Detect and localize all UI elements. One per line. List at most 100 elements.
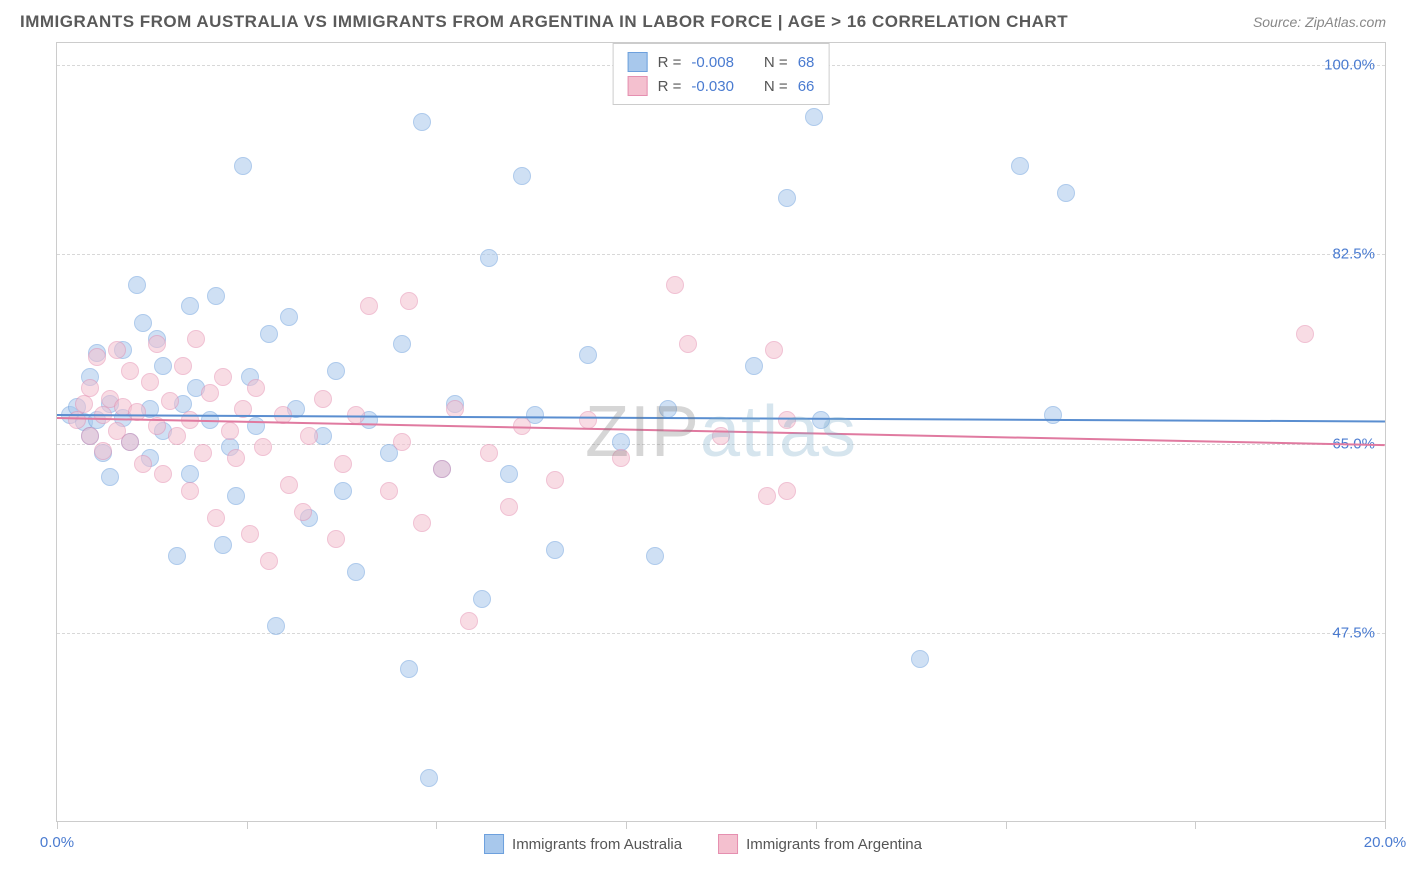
scatter-point bbox=[201, 384, 219, 402]
scatter-point bbox=[778, 482, 796, 500]
scatter-point bbox=[393, 335, 411, 353]
scatter-point bbox=[314, 390, 332, 408]
scatter-point bbox=[1057, 184, 1075, 202]
scatter-point bbox=[778, 189, 796, 207]
chart-title: IMMIGRANTS FROM AUSTRALIA VS IMMIGRANTS … bbox=[20, 12, 1068, 32]
scatter-point bbox=[260, 325, 278, 343]
scatter-point bbox=[327, 530, 345, 548]
scatter-plot-area: ZIPatlas R = -0.008N = 68R = -0.030N = 6… bbox=[56, 42, 1386, 822]
scatter-point bbox=[267, 617, 285, 635]
y-tick-label: 100.0% bbox=[1324, 56, 1375, 73]
scatter-point bbox=[500, 465, 518, 483]
stat-r-label: R = bbox=[658, 78, 682, 95]
scatter-point bbox=[778, 411, 796, 429]
legend-swatch bbox=[718, 834, 738, 854]
legend-label: Immigrants from Argentina bbox=[746, 836, 922, 853]
scatter-point bbox=[108, 341, 126, 359]
scatter-point bbox=[214, 536, 232, 554]
stat-n-value: 68 bbox=[798, 54, 815, 71]
stat-r-value: -0.008 bbox=[691, 54, 734, 71]
scatter-point bbox=[805, 108, 823, 126]
scatter-point bbox=[659, 400, 677, 418]
stat-r-label: R = bbox=[658, 54, 682, 71]
scatter-point bbox=[745, 357, 763, 375]
scatter-point bbox=[360, 297, 378, 315]
stat-r-value: -0.030 bbox=[691, 78, 734, 95]
scatter-point bbox=[101, 468, 119, 486]
watermark-main: ZIP bbox=[585, 392, 700, 472]
scatter-point bbox=[227, 449, 245, 467]
scatter-point bbox=[194, 444, 212, 462]
scatter-point bbox=[380, 482, 398, 500]
scatter-point bbox=[241, 525, 259, 543]
scatter-point bbox=[413, 514, 431, 532]
chart-container: In Labor Force | Age > 16 ZIPatlas R = -… bbox=[20, 42, 1386, 822]
x-tick bbox=[436, 821, 437, 829]
scatter-point bbox=[207, 509, 225, 527]
scatter-point bbox=[812, 411, 830, 429]
scatter-point bbox=[94, 442, 112, 460]
scatter-point bbox=[334, 455, 352, 473]
scatter-point bbox=[294, 503, 312, 521]
scatter-point bbox=[207, 287, 225, 305]
scatter-point bbox=[81, 427, 99, 445]
scatter-point bbox=[221, 422, 239, 440]
scatter-point bbox=[400, 660, 418, 678]
legend-item: Immigrants from Argentina bbox=[718, 834, 922, 854]
x-tick bbox=[1195, 821, 1196, 829]
scatter-point bbox=[300, 427, 318, 445]
scatter-point bbox=[227, 487, 245, 505]
source-attribution: Source: ZipAtlas.com bbox=[1253, 14, 1386, 30]
scatter-point bbox=[260, 552, 278, 570]
legend-item: Immigrants from Australia bbox=[484, 834, 682, 854]
gridline bbox=[57, 633, 1385, 634]
scatter-point bbox=[334, 482, 352, 500]
scatter-point bbox=[579, 346, 597, 364]
legend-swatch bbox=[628, 76, 648, 96]
scatter-point bbox=[500, 498, 518, 516]
scatter-point bbox=[413, 113, 431, 131]
scatter-point bbox=[327, 362, 345, 380]
x-tick-label: 20.0% bbox=[1364, 834, 1406, 851]
x-tick bbox=[816, 821, 817, 829]
scatter-point bbox=[121, 433, 139, 451]
scatter-point bbox=[234, 157, 252, 175]
legend-label: Immigrants from Australia bbox=[512, 836, 682, 853]
chart-header: IMMIGRANTS FROM AUSTRALIA VS IMMIGRANTS … bbox=[0, 0, 1406, 38]
scatter-point bbox=[1296, 325, 1314, 343]
scatter-point bbox=[154, 357, 172, 375]
scatter-point bbox=[758, 487, 776, 505]
scatter-point bbox=[679, 335, 697, 353]
scatter-point bbox=[393, 433, 411, 451]
scatter-point bbox=[187, 330, 205, 348]
scatter-point bbox=[765, 341, 783, 359]
scatter-point bbox=[81, 379, 99, 397]
scatter-point bbox=[121, 362, 139, 380]
scatter-point bbox=[347, 563, 365, 581]
legend-swatch bbox=[628, 52, 648, 72]
scatter-point bbox=[546, 541, 564, 559]
scatter-point bbox=[420, 769, 438, 787]
scatter-point bbox=[480, 444, 498, 462]
stat-n-label: N = bbox=[764, 54, 788, 71]
scatter-point bbox=[247, 417, 265, 435]
scatter-point bbox=[247, 379, 265, 397]
scatter-point bbox=[473, 590, 491, 608]
x-tick bbox=[57, 821, 58, 829]
scatter-point bbox=[168, 547, 186, 565]
scatter-point bbox=[181, 482, 199, 500]
scatter-point bbox=[546, 471, 564, 489]
scatter-point bbox=[513, 167, 531, 185]
scatter-point bbox=[280, 308, 298, 326]
y-tick-label: 47.5% bbox=[1332, 625, 1375, 642]
scatter-point bbox=[168, 427, 186, 445]
scatter-point bbox=[666, 276, 684, 294]
scatter-point bbox=[148, 335, 166, 353]
stat-n-value: 66 bbox=[798, 78, 815, 95]
x-tick bbox=[1006, 821, 1007, 829]
scatter-point bbox=[128, 276, 146, 294]
scatter-point bbox=[480, 249, 498, 267]
scatter-point bbox=[154, 465, 172, 483]
scatter-point bbox=[141, 373, 159, 391]
scatter-point bbox=[254, 438, 272, 456]
